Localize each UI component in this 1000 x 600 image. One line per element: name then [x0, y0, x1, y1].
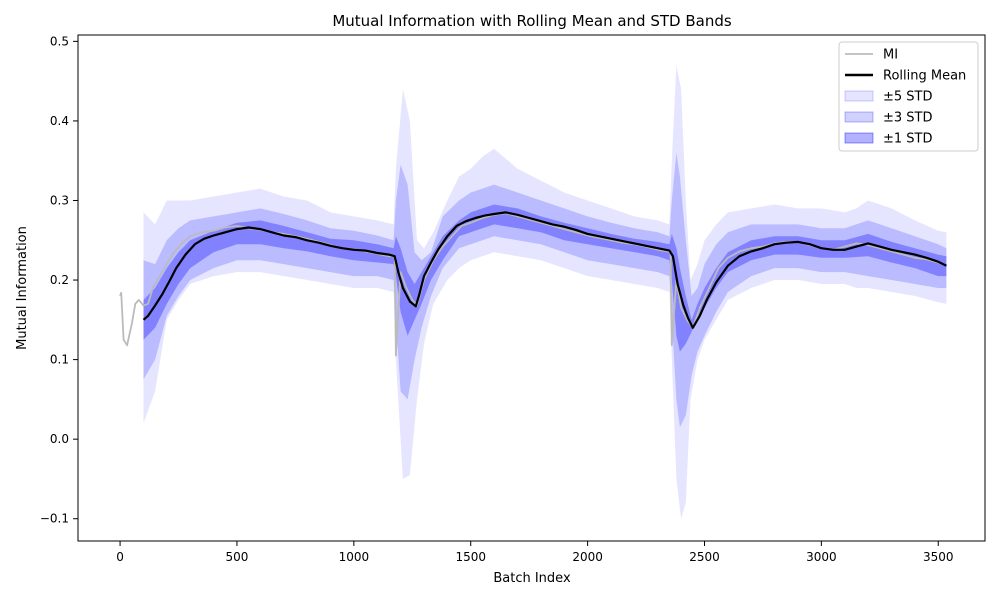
y-axis-label: Mutual Information	[15, 226, 30, 350]
chart-title: Mutual Information with Rolling Mean and…	[332, 12, 732, 30]
legend-label: ±3 STD	[883, 111, 933, 126]
legend-box	[838, 41, 979, 152]
band-std-1	[143, 152, 947, 428]
x-tick-label: 1500	[455, 550, 486, 564]
y-tick-label: 0.0	[50, 432, 69, 446]
y-tick-label: −0.1	[40, 512, 69, 526]
y-axis: −0.1 0.0 0.1 0.2 0.3 0.4 0.5	[40, 34, 78, 526]
x-tick-label: 3000	[806, 550, 837, 564]
legend-label: ±1 STD	[883, 132, 933, 147]
x-tick-label: 0	[116, 550, 124, 564]
legend-label: ±5 STD	[883, 90, 933, 105]
x-axis-label: Batch Index	[493, 571, 571, 586]
y-tick-label: 0.2	[50, 273, 69, 287]
legend-swatch	[844, 111, 874, 123]
x-axis: 0 500 1000 1500 2000 2500 3000 3500	[116, 541, 954, 564]
x-tick-label: 3500	[923, 550, 954, 564]
legend: MI Rolling Mean ±5 STD ±3 STD ±1 STD	[838, 41, 979, 152]
y-tick-label: 0.5	[50, 34, 69, 48]
plot-frame	[77, 34, 986, 542]
x-tick-label: 1000	[339, 550, 370, 564]
band-std-2	[143, 204, 947, 352]
rolling-mean-line	[142, 211, 947, 329]
y-tick-label: 0.1	[50, 353, 69, 367]
y-tick-label: 0.4	[50, 114, 69, 128]
legend-swatch	[844, 90, 874, 102]
legend-label: Rolling Mean	[883, 69, 966, 84]
legend-swatch	[844, 132, 874, 144]
x-tick-label: 500	[226, 550, 249, 564]
std-bands	[143, 65, 947, 519]
series-lines	[119, 211, 947, 357]
y-tick-label: 0.3	[50, 193, 69, 207]
x-tick-label: 2500	[689, 550, 720, 564]
band-std-0	[143, 65, 947, 519]
legend-label: MI	[883, 48, 898, 63]
x-tick-label: 2000	[572, 550, 603, 564]
